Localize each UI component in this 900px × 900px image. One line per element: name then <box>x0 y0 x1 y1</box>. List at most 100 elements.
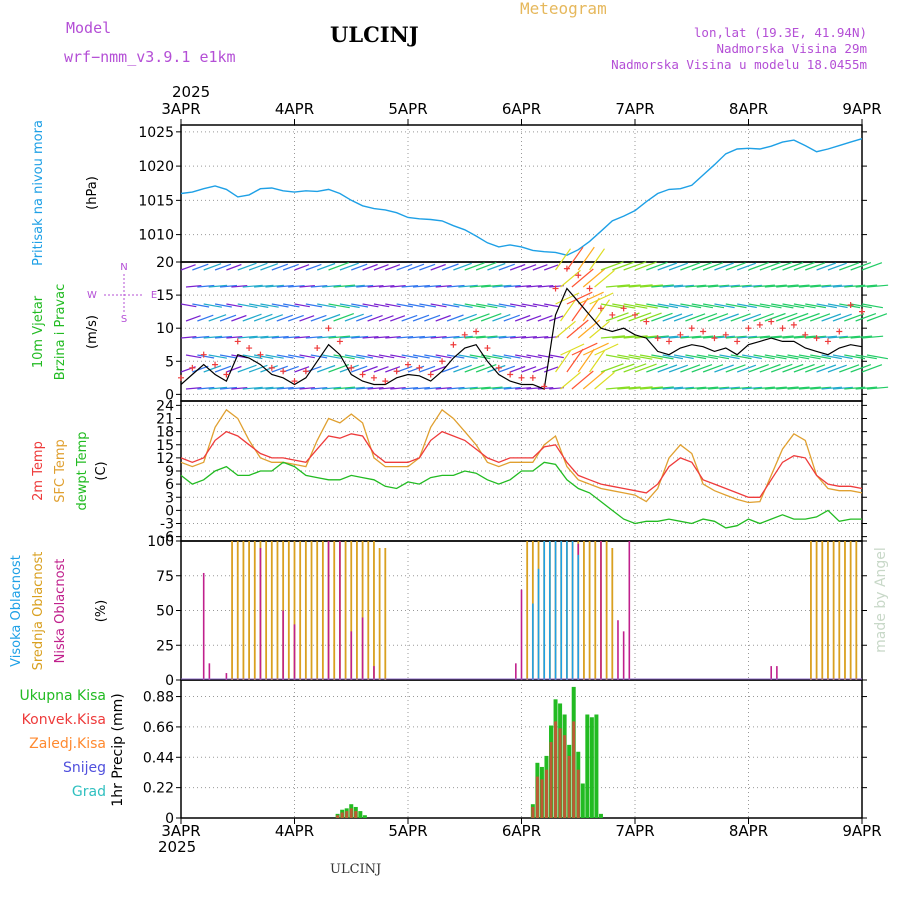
precip-total-bar <box>598 813 603 818</box>
wind-barb <box>390 315 406 322</box>
wind-barb <box>253 313 273 322</box>
wind-barb <box>344 386 365 390</box>
wind-axis-title-1: 10m Vjetar <box>31 295 46 368</box>
wind-barb <box>571 342 598 356</box>
wind-gust-marker <box>427 371 434 378</box>
wind-barb <box>351 263 368 271</box>
wind-barb <box>487 364 506 373</box>
wind-barb <box>503 354 521 359</box>
wind-barb <box>231 285 248 288</box>
wind-barb <box>208 284 228 288</box>
wind-gust-marker <box>302 368 309 375</box>
wind-barb <box>639 284 663 288</box>
wind-barb <box>748 335 770 339</box>
wind-gust-marker <box>552 285 559 292</box>
wind-barb <box>776 284 799 288</box>
wind-barb <box>344 313 364 322</box>
wind-barb <box>719 313 739 322</box>
wind-barb <box>771 303 794 309</box>
wind-barb <box>600 303 625 309</box>
wind-barb <box>628 312 652 322</box>
wind-barb <box>730 386 752 390</box>
wind-barb <box>730 313 751 322</box>
wind-barb <box>821 386 843 390</box>
wind-barb <box>481 284 503 288</box>
wind-gust-marker <box>620 305 627 312</box>
temp-axis-title-2: SFC Temp <box>53 439 68 503</box>
wind-barb <box>605 386 630 390</box>
wind-barb <box>419 263 436 271</box>
precip-unit: 1hr Precip (mm) <box>110 693 126 806</box>
wind-gust-marker <box>223 371 230 378</box>
wind-barb <box>810 354 832 360</box>
wind-barb <box>521 303 537 308</box>
wind-barb <box>816 364 837 373</box>
wind-gust-marker <box>234 338 241 345</box>
wind-barb <box>827 335 848 339</box>
wind-barb <box>748 262 769 271</box>
wind-barb <box>492 386 512 390</box>
temp-axis-title-1: 2m Temp <box>31 441 46 501</box>
wind-barb <box>446 386 465 390</box>
wind-barb <box>276 354 294 359</box>
wind-barb <box>691 303 714 309</box>
wind-barb <box>305 263 322 271</box>
wind-gust-marker <box>734 338 741 345</box>
wind-barb <box>249 335 269 339</box>
wind-barb <box>714 364 734 373</box>
wind-barb <box>612 335 636 339</box>
cloud-axis-title-2: Srednja Oblacnost <box>31 552 46 671</box>
wind-barb <box>339 303 360 309</box>
wind-barb <box>469 313 490 322</box>
wind-barb <box>646 261 668 271</box>
wind-barb <box>271 303 289 308</box>
compass-north: N <box>120 262 127 273</box>
wind-barb <box>634 303 658 309</box>
x-tick-label-bottom: 9APR <box>842 822 881 840</box>
wind-barb <box>419 335 437 339</box>
wind-barb <box>412 314 430 322</box>
wind-barb <box>237 364 257 373</box>
wind-barb <box>742 354 762 360</box>
wind-barb <box>793 363 815 373</box>
wind-gust-marker <box>359 371 366 378</box>
wind-barb <box>821 284 843 288</box>
precip-conv-bar <box>572 721 576 818</box>
wind-barb <box>866 284 889 288</box>
wind-barb <box>458 386 478 390</box>
wind-gust-marker <box>450 341 457 348</box>
wind-barb <box>798 386 821 390</box>
wind-barb <box>526 354 542 359</box>
y-tick-label: 12 <box>156 451 174 467</box>
y-tick-label: 0.22 <box>143 781 174 797</box>
wind-barb <box>265 386 284 390</box>
wind-barb <box>827 303 848 309</box>
wind-barb <box>589 320 610 339</box>
wind-barb <box>589 350 605 373</box>
wind-barb <box>532 264 548 271</box>
wind-gust-marker <box>314 345 321 352</box>
wind-barb <box>419 365 436 373</box>
wind-barb <box>219 284 238 288</box>
dewpoint-line <box>180 461 862 529</box>
wind-barb <box>435 354 452 359</box>
wind-barb <box>362 263 378 271</box>
wind-gust-marker <box>790 321 797 328</box>
wind-barb <box>577 246 595 271</box>
wind-barb <box>707 354 730 360</box>
wind-barb <box>317 335 337 339</box>
wind-barb <box>356 386 374 390</box>
wind-barb <box>498 365 516 373</box>
wind-barb <box>628 354 653 360</box>
wind-barb <box>424 284 442 288</box>
altitude-label: Nadmorska Visina 29m <box>716 41 867 56</box>
wind-barb <box>373 366 389 373</box>
wind-barb <box>730 354 752 360</box>
wind-barb <box>316 262 336 271</box>
wind-barb <box>764 312 786 322</box>
wind-gust-marker <box>575 272 582 279</box>
wind-barb <box>850 262 872 271</box>
wind-barb <box>537 354 554 359</box>
y-tick-label: 15 <box>156 288 174 304</box>
wind-barb <box>753 354 775 360</box>
